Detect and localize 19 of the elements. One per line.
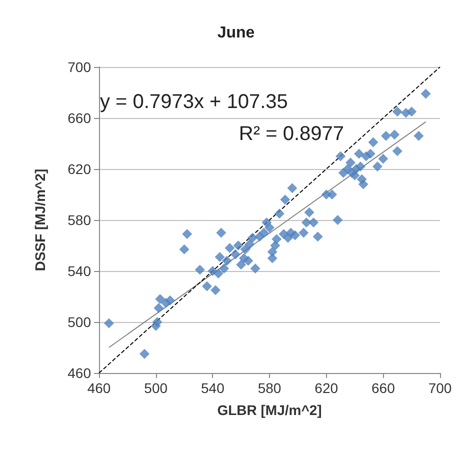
x-tick-label: 580 <box>258 380 282 396</box>
y-axis-title: DSSF [MJ/m^2] <box>32 168 48 272</box>
y-tick-label: 660 <box>68 110 92 126</box>
x-tick-label: 700 <box>428 380 452 396</box>
x-tick-label: 620 <box>314 380 338 396</box>
x-axis-title: GLBR [MJ/m^2] <box>217 402 322 418</box>
y-tick-label: 460 <box>68 365 92 381</box>
y-tick-label: 580 <box>68 212 92 228</box>
y-tick-label: 540 <box>68 263 92 279</box>
y-tick-label: 500 <box>68 314 92 330</box>
y-tick-label: 620 <box>68 161 92 177</box>
annotation: R² = 0.8977 <box>238 123 344 145</box>
x-tick-label: 540 <box>200 380 225 396</box>
x-tick-label: 500 <box>144 380 168 396</box>
chart-title: June <box>217 24 255 42</box>
annotation: y = 0.7973x + 107.35 <box>100 91 288 113</box>
y-tick-label: 700 <box>68 59 92 75</box>
x-tick-label: 660 <box>371 380 396 396</box>
x-tick-label: 460 <box>87 380 111 396</box>
